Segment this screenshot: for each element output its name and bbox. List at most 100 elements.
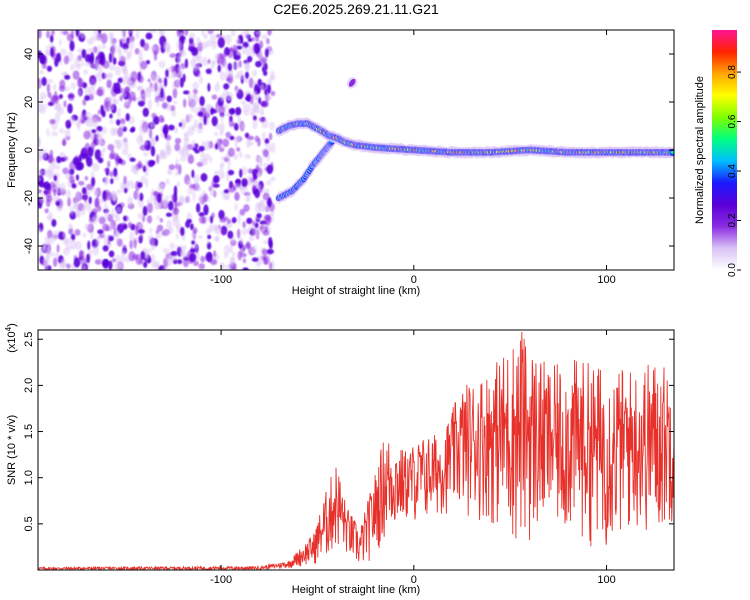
noise-blob <box>129 239 133 250</box>
noise-blob <box>128 30 134 34</box>
noise-blob <box>102 259 110 269</box>
noise-blob <box>264 138 270 144</box>
noise-blob <box>63 156 69 162</box>
noise-blob <box>137 229 146 234</box>
noise-blob <box>108 250 115 258</box>
noise-blob <box>107 101 115 111</box>
noise-blob <box>182 73 186 83</box>
noise-blob <box>125 113 130 122</box>
noise-blob <box>178 148 185 156</box>
snr-multiplier-exponent: 4 <box>4 326 13 331</box>
noise-blob <box>121 35 128 44</box>
noise-blob <box>122 244 127 249</box>
snr-panel: -100 0 100 0.5 1.0 1.5 2.0 2.5 Height of strai… <box>4 323 675 596</box>
noise-blob <box>180 49 187 57</box>
noise-blob <box>255 35 260 43</box>
noise-blob <box>91 117 98 128</box>
noise-blob <box>46 65 53 72</box>
noise-blob <box>211 94 218 100</box>
noise-blob <box>87 146 94 158</box>
noise-blob <box>156 96 160 108</box>
noise-blob <box>50 131 59 137</box>
noise-blob <box>49 252 56 257</box>
spectrogram-panel: -100 0 100 -40 -20 0 20 40 Height of straight … <box>6 29 675 297</box>
y-tick-label: 1.5 <box>23 424 35 439</box>
noise-blob <box>232 252 236 257</box>
noise-blob <box>202 56 207 62</box>
noise-blob <box>110 36 114 46</box>
noise-blob <box>103 167 110 172</box>
noise-blob <box>254 222 259 229</box>
noise-blob <box>262 162 269 167</box>
noise-blob <box>124 86 130 94</box>
noise-blob <box>161 197 166 207</box>
noise-blob <box>209 34 217 45</box>
noise-blob <box>159 184 166 189</box>
noise-blob <box>215 106 219 113</box>
noise-blob <box>253 103 259 113</box>
noise-blob <box>72 70 80 80</box>
noise-blob <box>78 250 84 261</box>
noise-blob <box>217 37 225 49</box>
noise-blob <box>227 159 231 167</box>
noise-blob <box>247 37 253 43</box>
noise-blob <box>253 42 261 54</box>
noise-blob <box>205 68 212 75</box>
noise-blob <box>203 115 207 126</box>
noise-blob <box>200 173 208 182</box>
noise-blob <box>78 154 83 162</box>
noise-blob <box>238 88 242 95</box>
noise-blob <box>245 71 249 79</box>
noise-blob <box>237 213 241 224</box>
noise-blob <box>151 73 156 82</box>
noise-blob <box>229 69 233 79</box>
noise-blob <box>190 59 197 67</box>
noise-blob <box>110 44 118 53</box>
noise-blob <box>193 260 199 267</box>
noise-blob <box>70 233 76 241</box>
snr-frame <box>37 329 675 571</box>
noise-blob <box>159 218 164 223</box>
noise-blob <box>66 33 74 42</box>
noise-blob <box>175 233 179 240</box>
noise-blob <box>225 91 234 101</box>
noise-blob <box>242 45 246 56</box>
noise-blob <box>218 209 225 220</box>
noise-blob <box>189 183 195 189</box>
noise-blob <box>145 87 152 98</box>
noise-blob <box>90 132 95 142</box>
noise-blob <box>80 32 85 39</box>
noise-blob <box>77 89 82 98</box>
noise-blob <box>243 102 247 113</box>
noise-blob <box>206 251 213 263</box>
noise-blob <box>191 169 195 178</box>
noise-blob <box>109 119 114 125</box>
noise-blob <box>207 234 212 240</box>
noise-blob <box>236 147 241 152</box>
noise-blob <box>235 179 241 184</box>
noise-blob <box>251 184 257 191</box>
noise-blob <box>95 236 101 246</box>
noise-blob <box>221 171 225 180</box>
noise-blob <box>241 166 248 176</box>
noise-blob <box>105 73 109 79</box>
noise-blob <box>115 233 119 243</box>
noise-blob <box>117 127 124 138</box>
noise-blob <box>155 232 162 239</box>
noise-blob <box>148 128 153 139</box>
noise-blob <box>248 234 255 242</box>
noise-blob <box>78 180 85 186</box>
noise-blob <box>67 92 75 101</box>
noise-blob <box>244 45 252 56</box>
noise-blob <box>163 230 170 237</box>
noise-blob <box>158 114 164 123</box>
noise-blob <box>91 177 96 187</box>
noise-blob <box>199 114 203 123</box>
noise-blob <box>155 203 162 209</box>
noise-blob <box>256 86 261 94</box>
noise-blob <box>139 233 144 240</box>
noise-blob <box>264 217 269 225</box>
noise-blob <box>91 217 97 223</box>
noise-blob <box>40 244 48 254</box>
noise-blob <box>259 83 265 92</box>
